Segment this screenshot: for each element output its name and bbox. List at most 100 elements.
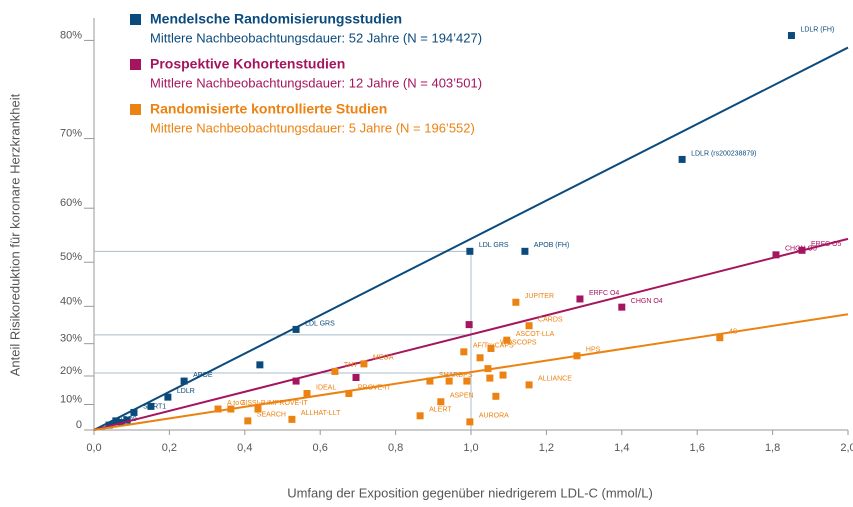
legend-marker xyxy=(130,104,141,115)
point-label: SHARP xyxy=(439,372,463,379)
data-point xyxy=(147,402,155,410)
point-label: AURORA xyxy=(479,413,509,420)
data-point xyxy=(466,247,474,255)
x-tick-label: 1,6 xyxy=(690,442,705,454)
x-tick-label: 1,2 xyxy=(539,442,554,454)
data-point xyxy=(292,325,300,333)
point-label: IMPROVE-IT xyxy=(267,400,309,407)
data-point xyxy=(256,361,264,369)
x-tick-label: 1,0 xyxy=(463,442,478,454)
y-tick-label: 50% xyxy=(60,251,82,263)
data-point xyxy=(573,352,581,360)
data-point xyxy=(130,408,138,416)
trend-line xyxy=(93,237,849,431)
y-tick-label: 70% xyxy=(60,127,82,139)
x-tick-label: 0,8 xyxy=(388,442,403,454)
data-point xyxy=(798,246,806,254)
y-tick-label: 60% xyxy=(60,197,82,209)
data-point xyxy=(525,381,533,389)
point-label: APOE xyxy=(193,372,213,379)
data-point xyxy=(292,377,300,385)
point-label: A to Z xyxy=(227,400,246,407)
point-label: SEARCH xyxy=(257,412,286,419)
point-label: CHGN O4 xyxy=(631,298,663,305)
point-label: APOB (FH) xyxy=(534,242,569,249)
data-point xyxy=(105,421,113,429)
data-point xyxy=(416,412,424,420)
data-point xyxy=(576,295,584,303)
data-point xyxy=(112,417,120,425)
legend-name: Mendelsche Randomisierungsstudien xyxy=(150,11,402,27)
point-label: ALLIANCE xyxy=(538,376,572,383)
point-label: SORT1 xyxy=(143,403,166,410)
y-tick-label: 0 xyxy=(76,419,82,431)
legend-marker xyxy=(130,14,141,25)
data-point xyxy=(486,374,494,382)
data-point xyxy=(618,303,626,311)
data-point xyxy=(244,417,252,425)
point-label: JUPITER xyxy=(525,293,554,300)
data-point xyxy=(476,354,484,362)
trend-line xyxy=(93,46,849,431)
point-label: GISSI-P xyxy=(240,400,266,407)
legend-name: Prospektive Kohortenstudien xyxy=(150,56,345,72)
y-tick-label: 20% xyxy=(60,365,82,377)
data-point xyxy=(227,405,235,413)
data-point xyxy=(716,334,724,342)
data-point xyxy=(503,336,511,344)
point-label: TNT xyxy=(344,362,358,369)
data-point xyxy=(214,405,222,413)
data-point xyxy=(787,32,795,40)
point-label: LDLR (rs200238879) xyxy=(691,150,756,157)
data-point xyxy=(492,392,500,400)
data-point xyxy=(288,415,296,423)
x-tick-label: 0,2 xyxy=(162,442,177,454)
x-tick-label: 1,4 xyxy=(614,442,629,454)
x-tick-label: 2,0 xyxy=(840,442,853,454)
data-point xyxy=(484,365,492,373)
point-label: 4S xyxy=(729,329,738,336)
data-point xyxy=(772,251,780,259)
y-tick-label: 10% xyxy=(60,393,82,405)
data-point xyxy=(164,393,172,401)
legend-description: Mittlere Nachbeobachtungsdauer: 52 Jahre… xyxy=(150,30,482,45)
legend-name: Randomisierte kontrollierte Studien xyxy=(150,101,387,117)
point-label: ASPEN xyxy=(450,393,474,400)
data-point xyxy=(678,155,686,163)
y-tick-label: 40% xyxy=(60,295,82,307)
point-label: ALERT xyxy=(429,407,452,414)
point-label: ALLHAT-LLT xyxy=(301,410,341,417)
data-point xyxy=(466,418,474,426)
point-label: ERFC O4 xyxy=(589,290,619,297)
point-label: LDL GRS xyxy=(305,320,335,327)
data-point xyxy=(437,398,445,406)
point-label: ASCOT-LLA xyxy=(516,331,555,338)
data-point xyxy=(521,247,529,255)
point-label: PROVE-IT xyxy=(358,384,392,391)
data-point xyxy=(465,321,473,329)
legend-description: Mittlere Nachbeobachtungsdauer: 12 Jahre… xyxy=(150,75,482,90)
point-label: MEGA xyxy=(373,355,394,362)
y-tick-label: 80% xyxy=(60,29,82,41)
data-point xyxy=(512,298,520,306)
data-point xyxy=(331,367,339,375)
data-point xyxy=(345,389,353,397)
data-point xyxy=(463,377,471,385)
x-tick-label: 0,0 xyxy=(86,442,101,454)
point-label: HPS xyxy=(586,347,601,354)
legend-description: Mittlere Nachbeobachtungsdauer: 5 Jahre … xyxy=(150,120,475,135)
point-label: WOSCOPS xyxy=(500,339,537,346)
data-point xyxy=(254,405,262,413)
data-point xyxy=(360,360,368,368)
x-tick-label: 1,8 xyxy=(765,442,780,454)
point-label: LDL GRS xyxy=(479,242,509,249)
data-point xyxy=(180,377,188,385)
x-axis-label: Umfang der Exposition gegenüber niedrige… xyxy=(287,485,653,500)
data-point xyxy=(460,348,468,356)
data-point xyxy=(352,373,360,381)
x-tick-label: 0,4 xyxy=(237,442,252,454)
point-label: LDLR (FH) xyxy=(800,26,834,33)
point-label: ERFC O5 xyxy=(811,241,841,248)
data-point xyxy=(445,377,453,385)
